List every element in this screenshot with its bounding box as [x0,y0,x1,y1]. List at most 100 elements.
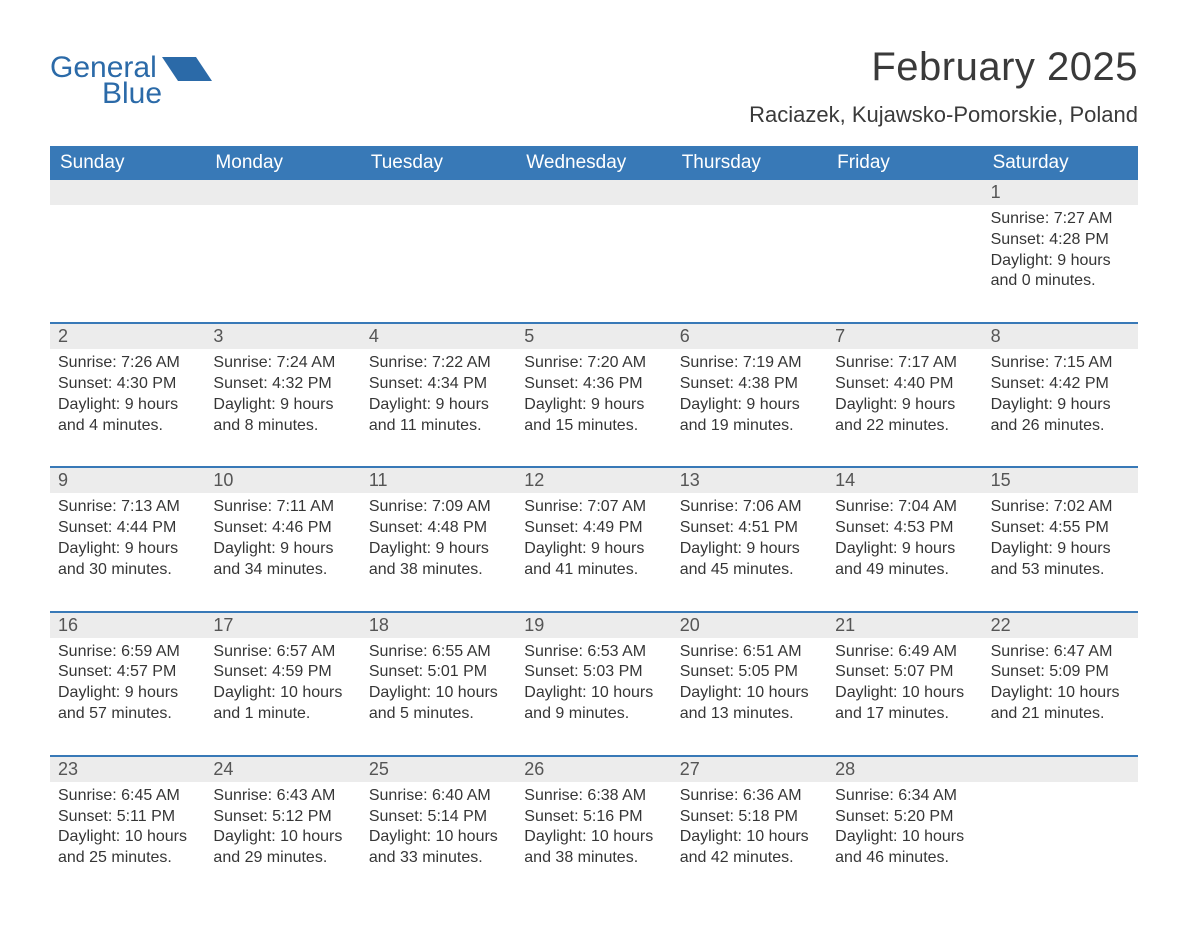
day-number: 5 [516,324,671,349]
sunrise-text: Sunrise: 6:55 AM [369,642,508,663]
day-number: 18 [361,613,516,638]
day1-text: Daylight: 9 hours [991,251,1130,272]
day-number: 3 [205,324,360,349]
day-cell: Sunrise: 6:55 AMSunset: 5:01 PMDaylight:… [361,638,516,733]
day2-text: and 30 minutes. [58,560,197,581]
day1-text: Daylight: 10 hours [680,827,819,848]
sunset-text: Sunset: 4:46 PM [213,518,352,539]
day1-text: Daylight: 10 hours [369,683,508,704]
sunrise-text: Sunrise: 6:51 AM [680,642,819,663]
day-number: 21 [827,613,982,638]
day-number: 16 [50,613,205,638]
day-cell: Sunrise: 7:04 AMSunset: 4:53 PMDaylight:… [827,493,982,588]
day-number: 22 [983,613,1138,638]
daynum-row: 232425262728 [50,757,1138,782]
sunset-text: Sunset: 4:48 PM [369,518,508,539]
day-cell: Sunrise: 6:38 AMSunset: 5:16 PMDaylight:… [516,782,671,877]
day1-text: Daylight: 10 hours [524,827,663,848]
sunrise-text: Sunrise: 6:36 AM [680,786,819,807]
day2-text: and 29 minutes. [213,848,352,869]
day1-text: Daylight: 9 hours [991,539,1130,560]
day1-text: Daylight: 9 hours [524,395,663,416]
sunrise-text: Sunrise: 7:20 AM [524,353,663,374]
calendar: Sunday Monday Tuesday Wednesday Thursday… [50,146,1138,877]
day1-text: Daylight: 10 hours [991,683,1130,704]
day-header: Friday [827,146,982,180]
sunrise-text: Sunrise: 6:40 AM [369,786,508,807]
sunset-text: Sunset: 4:51 PM [680,518,819,539]
sunset-text: Sunset: 4:28 PM [991,230,1130,251]
day-number: 9 [50,468,205,493]
day-number [827,180,982,205]
day-cell: Sunrise: 7:27 AMSunset: 4:28 PMDaylight:… [983,205,1138,300]
day-number [672,180,827,205]
sunset-text: Sunset: 5:07 PM [835,662,974,683]
day-cell: Sunrise: 7:26 AMSunset: 4:30 PMDaylight:… [50,349,205,444]
sunset-text: Sunset: 5:16 PM [524,807,663,828]
sunset-text: Sunset: 4:40 PM [835,374,974,395]
day-number: 1 [983,180,1138,205]
day1-text: Daylight: 10 hours [213,827,352,848]
sunrise-text: Sunrise: 7:15 AM [991,353,1130,374]
day-header: Sunday [50,146,205,180]
day-cell: Sunrise: 7:13 AMSunset: 4:44 PMDaylight:… [50,493,205,588]
day2-text: and 46 minutes. [835,848,974,869]
day1-text: Daylight: 9 hours [213,395,352,416]
day-number: 2 [50,324,205,349]
day-number [205,180,360,205]
day-header: Saturday [983,146,1138,180]
day2-text: and 13 minutes. [680,704,819,725]
sunset-text: Sunset: 5:12 PM [213,807,352,828]
sunset-text: Sunset: 5:05 PM [680,662,819,683]
day-cell [50,205,205,300]
day-cell: Sunrise: 6:47 AMSunset: 5:09 PMDaylight:… [983,638,1138,733]
day1-text: Daylight: 9 hours [835,539,974,560]
day-number: 8 [983,324,1138,349]
day-header: Wednesday [516,146,671,180]
week-row: 9101112131415Sunrise: 7:13 AMSunset: 4:4… [50,466,1138,588]
week-row: 1Sunrise: 7:27 AMSunset: 4:28 PMDaylight… [50,180,1138,300]
sunrise-text: Sunrise: 6:47 AM [991,642,1130,663]
title-block: February 2025 Raciazek, Kujawsko-Pomorsk… [749,45,1138,142]
sunset-text: Sunset: 5:20 PM [835,807,974,828]
day2-text: and 19 minutes. [680,416,819,437]
daynum-row: 16171819202122 [50,613,1138,638]
sunset-text: Sunset: 4:42 PM [991,374,1130,395]
day2-text: and 8 minutes. [213,416,352,437]
sunset-text: Sunset: 5:11 PM [58,807,197,828]
sunset-text: Sunset: 5:01 PM [369,662,508,683]
sunset-text: Sunset: 4:32 PM [213,374,352,395]
day1-text: Daylight: 9 hours [213,539,352,560]
day-number: 4 [361,324,516,349]
day1-text: Daylight: 9 hours [369,395,508,416]
day-cell [516,205,671,300]
sunrise-text: Sunrise: 7:19 AM [680,353,819,374]
day-cell: Sunrise: 6:40 AMSunset: 5:14 PMDaylight:… [361,782,516,877]
day-cell [672,205,827,300]
day1-text: Daylight: 9 hours [58,683,197,704]
day1-text: Daylight: 10 hours [835,683,974,704]
day2-text: and 45 minutes. [680,560,819,581]
logo-flag-icon [162,57,212,85]
day1-text: Daylight: 10 hours [680,683,819,704]
day1-text: Daylight: 9 hours [524,539,663,560]
sunrise-text: Sunrise: 7:17 AM [835,353,974,374]
day-number: 27 [672,757,827,782]
sunrise-text: Sunrise: 7:13 AM [58,497,197,518]
daynum-row: 2345678 [50,324,1138,349]
day2-text: and 0 minutes. [991,271,1130,292]
sunset-text: Sunset: 5:14 PM [369,807,508,828]
day2-text: and 38 minutes. [369,560,508,581]
day-cell: Sunrise: 7:19 AMSunset: 4:38 PMDaylight:… [672,349,827,444]
sunrise-text: Sunrise: 6:57 AM [213,642,352,663]
day-cell: Sunrise: 6:34 AMSunset: 5:20 PMDaylight:… [827,782,982,877]
day-cell: Sunrise: 7:07 AMSunset: 4:49 PMDaylight:… [516,493,671,588]
day2-text: and 22 minutes. [835,416,974,437]
day-cell: Sunrise: 6:49 AMSunset: 5:07 PMDaylight:… [827,638,982,733]
day-cell: Sunrise: 6:45 AMSunset: 5:11 PMDaylight:… [50,782,205,877]
sunset-text: Sunset: 4:36 PM [524,374,663,395]
day-cell: Sunrise: 6:36 AMSunset: 5:18 PMDaylight:… [672,782,827,877]
sunset-text: Sunset: 5:09 PM [991,662,1130,683]
location: Raciazek, Kujawsko-Pomorskie, Poland [749,102,1138,128]
day-number: 13 [672,468,827,493]
